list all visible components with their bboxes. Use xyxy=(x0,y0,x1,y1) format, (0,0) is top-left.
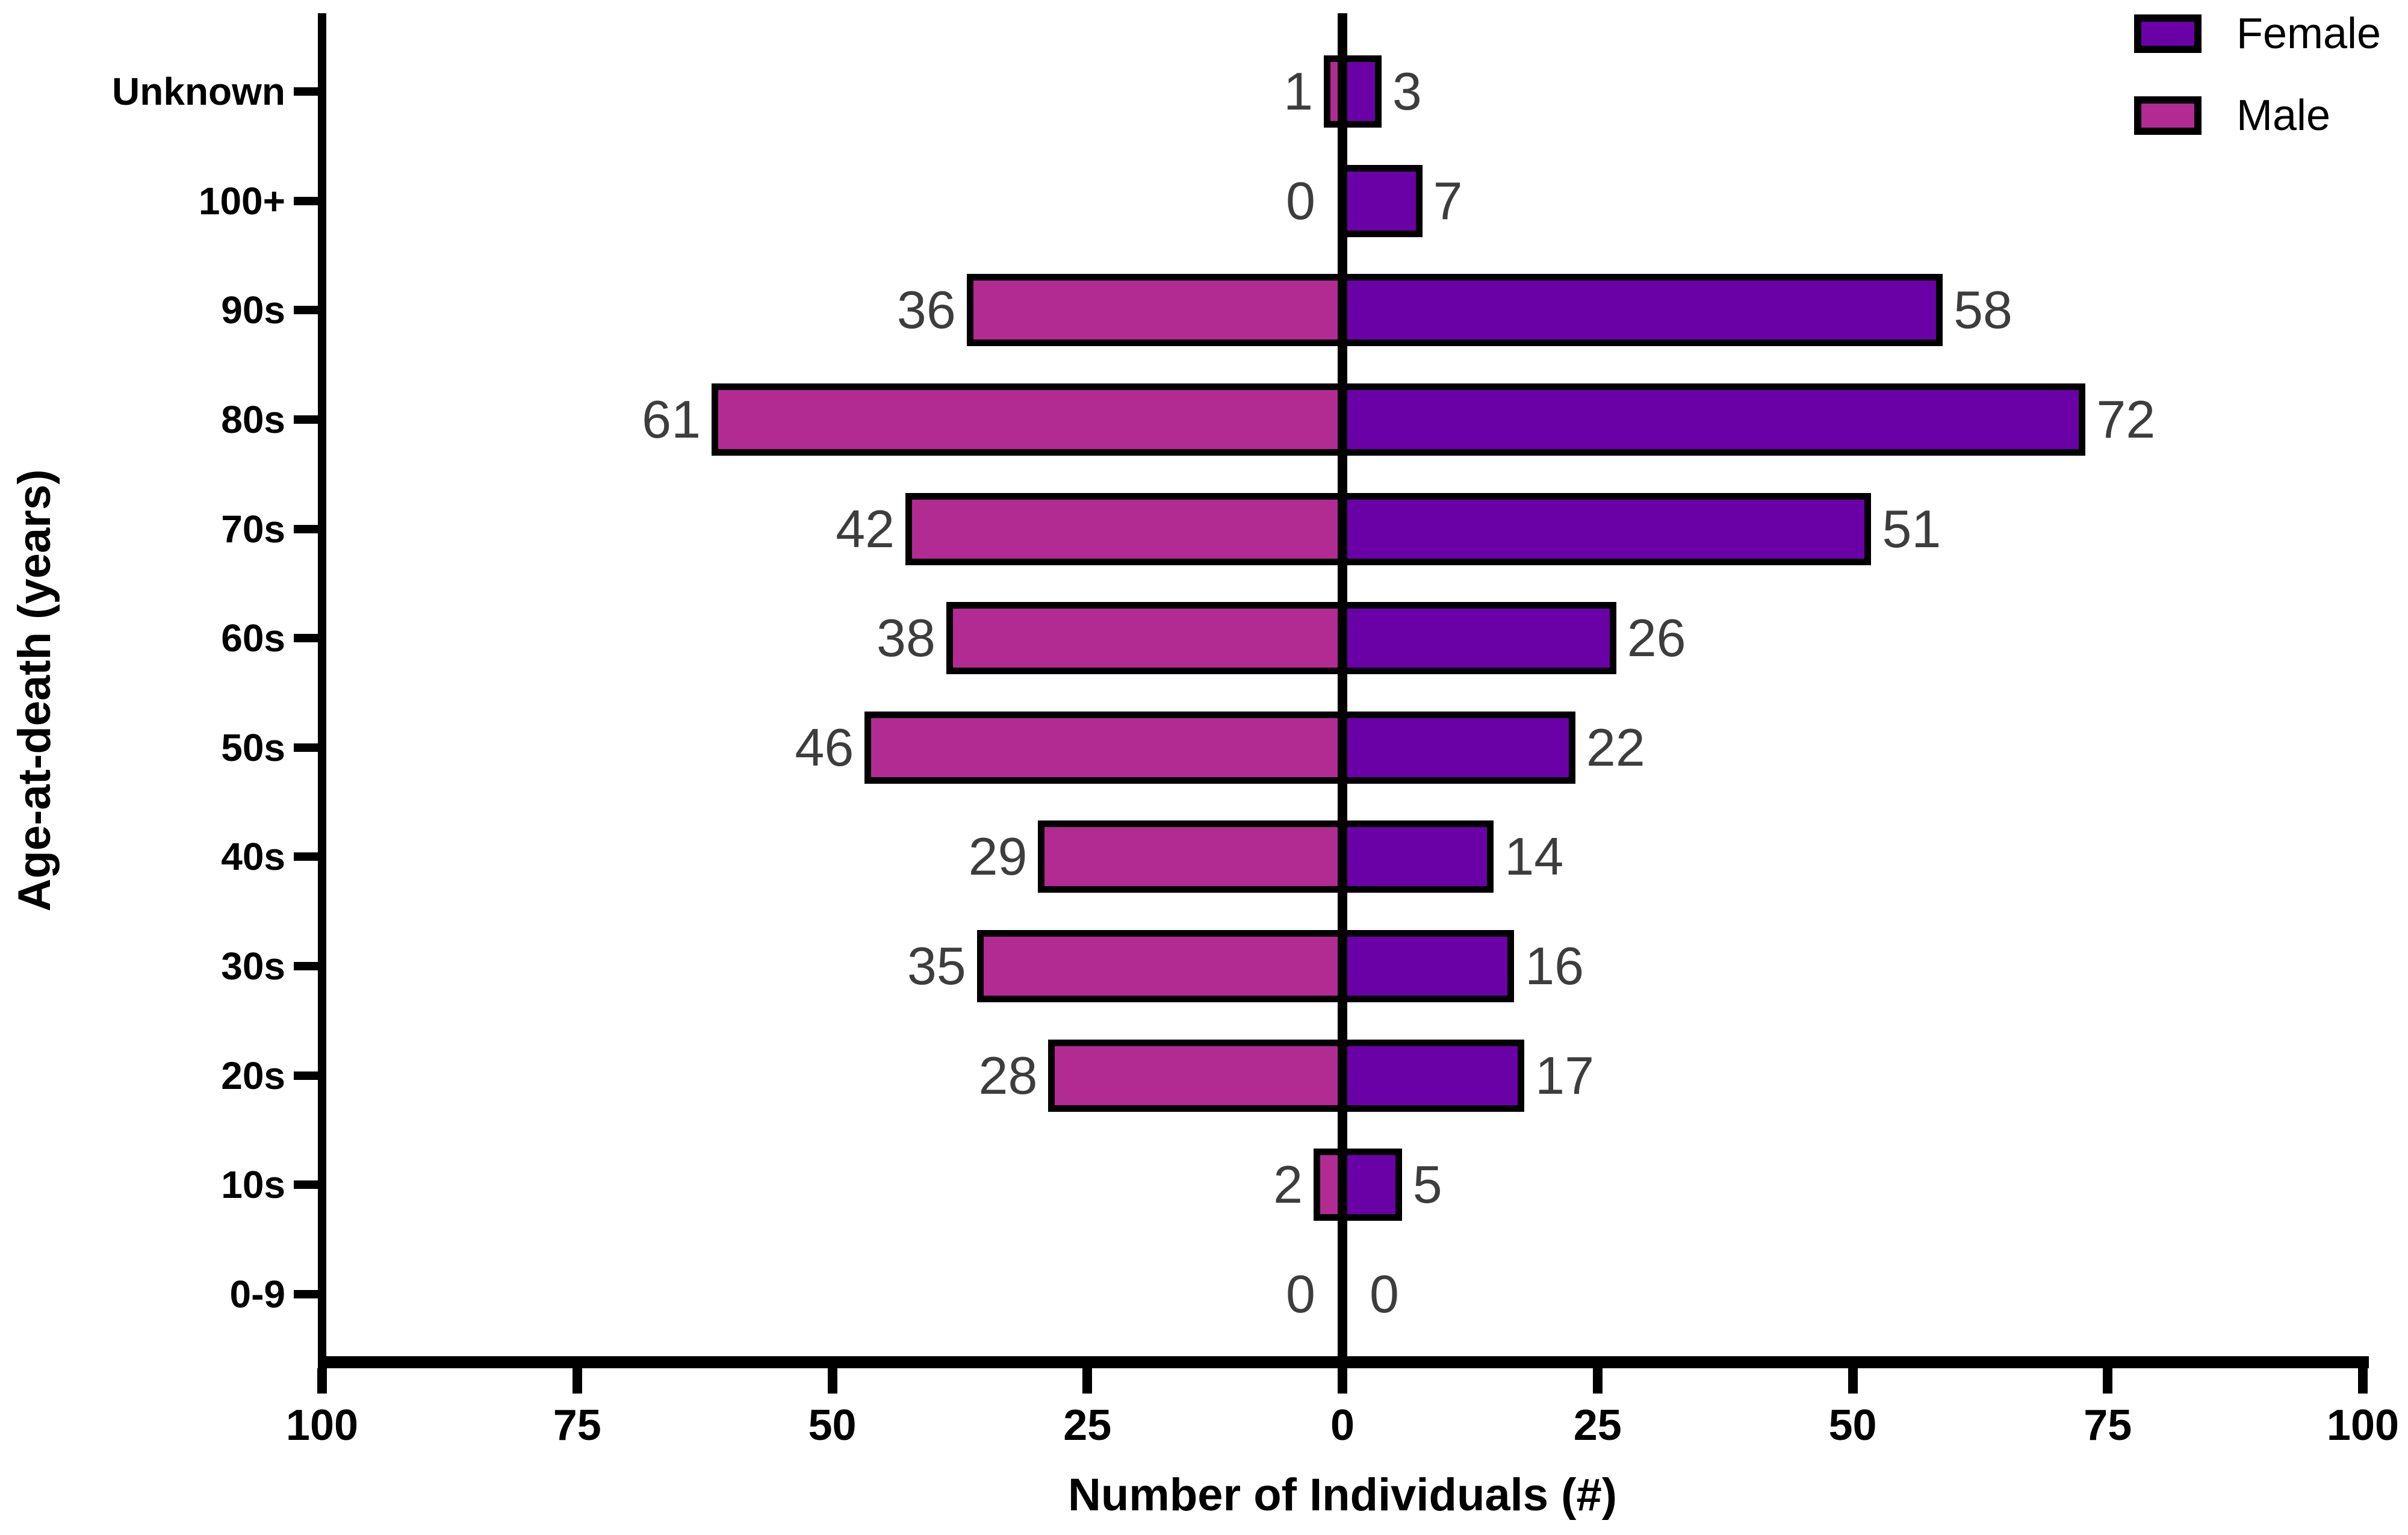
y-tick-80s xyxy=(294,415,318,424)
x-tick-label-6-50: 50 xyxy=(1828,1401,1877,1450)
x-tick-label-7-75: 75 xyxy=(2084,1401,2132,1450)
value-label-female-50s: 22 xyxy=(1586,717,1645,777)
y-tick-90s xyxy=(294,306,318,315)
legend-swatch-female-icon xyxy=(2134,14,2202,53)
value-label-female-40s: 14 xyxy=(1504,826,1564,887)
y-tick-60s xyxy=(294,634,318,643)
y-tick-100- xyxy=(294,196,318,205)
value-label-male-20s: 28 xyxy=(978,1045,1038,1105)
y-tick-40s xyxy=(294,852,318,861)
x-tick-0-100 xyxy=(317,1368,327,1394)
legend-item-female: Female xyxy=(2134,8,2381,59)
bar-female-100- xyxy=(1338,164,1423,237)
x-tick-4-0 xyxy=(1338,1368,1347,1394)
y-category-label-unknown: Unknown xyxy=(112,70,285,113)
x-tick-6-50 xyxy=(1848,1368,1858,1394)
value-label-female-30s: 16 xyxy=(1525,936,1584,996)
value-label-male-30s: 35 xyxy=(907,936,966,996)
value-label-female-100-: 7 xyxy=(1433,170,1463,231)
x-axis-line xyxy=(318,1356,2369,1368)
y-tick-30s xyxy=(294,962,318,971)
bar-male-50s xyxy=(864,711,1347,784)
legend-label-female: Female xyxy=(2236,10,2382,58)
y-tick-10s xyxy=(294,1180,318,1189)
bar-female-70s xyxy=(1338,492,1872,565)
x-tick-label-2-50: 50 xyxy=(808,1401,857,1450)
x-tick-2-50 xyxy=(827,1368,837,1394)
x-tick-label-3-25: 25 xyxy=(1063,1401,1112,1450)
legend-label-male: Male xyxy=(2236,91,2331,140)
y-axis-spine xyxy=(318,13,326,1368)
x-tick-label-0-100: 100 xyxy=(285,1401,359,1450)
value-label-male-90s: 36 xyxy=(896,280,956,340)
x-tick-8-100 xyxy=(2358,1368,2368,1394)
y-category-label-90s: 90s xyxy=(221,288,285,332)
bar-male-80s xyxy=(712,383,1347,456)
bar-male-60s xyxy=(946,602,1347,675)
legend-item-male: Male xyxy=(2134,90,2381,141)
bar-female-20s xyxy=(1338,1039,1525,1112)
value-label-male-80s: 61 xyxy=(642,389,701,449)
y-category-label-100-: 100+ xyxy=(198,179,285,223)
y-tick-unknown xyxy=(294,87,318,96)
y-category-label-30s: 30s xyxy=(221,944,285,988)
value-label-male-100-: 0 xyxy=(1286,170,1315,231)
bar-female-10s xyxy=(1338,1149,1402,1221)
y-category-label-50s: 50s xyxy=(221,725,285,769)
value-label-male-70s: 42 xyxy=(836,498,895,559)
bar-female-50s xyxy=(1338,711,1575,784)
bar-female-40s xyxy=(1338,820,1494,893)
value-label-male-40s: 29 xyxy=(968,826,1028,887)
y-category-label-0-9: 0-9 xyxy=(229,1273,286,1316)
y-axis-title: Age-at-death (years) xyxy=(9,469,60,912)
bar-female-30s xyxy=(1338,930,1515,1003)
x-tick-label-1-75: 75 xyxy=(553,1401,601,1450)
value-label-male-60s: 38 xyxy=(877,608,936,668)
bar-female-60s xyxy=(1338,602,1616,675)
bar-male-20s xyxy=(1048,1039,1347,1112)
value-label-male-unknown: 1 xyxy=(1283,61,1314,121)
y-category-label-70s: 70s xyxy=(221,507,285,551)
y-tick-20s xyxy=(294,1071,318,1080)
legend-swatch-male-icon xyxy=(2134,96,2202,135)
x-tick-label-5-25: 25 xyxy=(1573,1401,1622,1450)
bar-female-80s xyxy=(1338,383,2086,456)
legend: Female Male xyxy=(2134,8,2381,172)
value-label-female-20s: 17 xyxy=(1535,1045,1595,1105)
x-tick-label-4-0: 0 xyxy=(1330,1401,1355,1450)
value-label-female-70s: 51 xyxy=(1882,498,1941,559)
value-label-female-80s: 72 xyxy=(2096,389,2156,449)
y-tick-50s xyxy=(294,743,318,752)
value-label-female-10s: 5 xyxy=(1412,1155,1442,1215)
x-tick-3-25 xyxy=(1082,1368,1093,1394)
zero-baseline xyxy=(1338,13,1347,1368)
bar-male-90s xyxy=(966,274,1347,347)
y-category-label-20s: 20s xyxy=(221,1053,285,1097)
y-category-label-80s: 80s xyxy=(221,397,285,441)
x-tick-5-25 xyxy=(1592,1368,1603,1394)
value-label-male-0-9: 0 xyxy=(1286,1264,1315,1324)
y-tick-0-9 xyxy=(294,1290,318,1299)
y-tick-70s xyxy=(294,524,318,533)
value-label-female-60s: 26 xyxy=(1627,608,1686,668)
value-label-female-unknown: 3 xyxy=(1392,61,1422,121)
y-category-label-60s: 60s xyxy=(221,616,285,660)
bar-male-30s xyxy=(976,930,1347,1003)
bar-male-40s xyxy=(1038,820,1347,893)
value-label-male-50s: 46 xyxy=(795,717,854,777)
y-category-label-10s: 10s xyxy=(221,1163,285,1207)
value-label-female-0-9: 0 xyxy=(1370,1264,1399,1324)
value-label-female-90s: 58 xyxy=(1953,280,2012,340)
value-label-male-10s: 2 xyxy=(1273,1155,1303,1215)
x-tick-1-75 xyxy=(572,1368,582,1394)
bar-male-70s xyxy=(905,492,1347,565)
x-tick-label-8-100: 100 xyxy=(2326,1401,2400,1450)
y-category-label-40s: 40s xyxy=(221,835,285,879)
bar-female-90s xyxy=(1338,274,1943,347)
x-tick-7-75 xyxy=(2103,1368,2113,1394)
x-axis-title: Number of Individuals (#) xyxy=(1067,1469,1618,1521)
